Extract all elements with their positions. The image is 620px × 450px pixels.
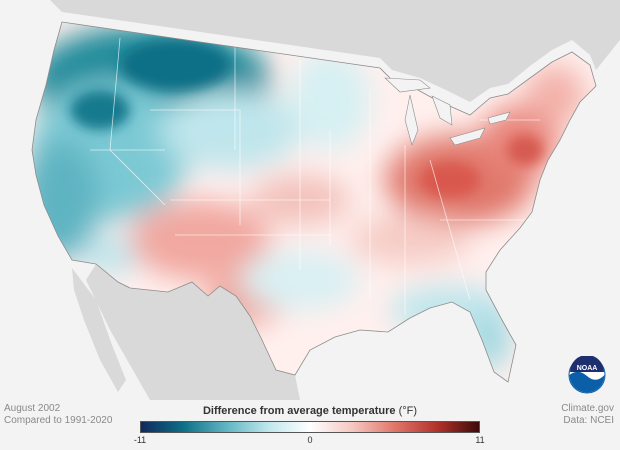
credits: Climate.gov Data: NCEI <box>561 403 614 427</box>
site-credit: Climate.gov <box>561 403 614 414</box>
legend-colorbar <box>140 421 480 433</box>
noaa-logo-text: NOAA <box>577 365 598 372</box>
temperature-anomaly-map <box>31 0 620 400</box>
caption: August 2002 Compared to 1991-2020 <box>4 403 112 427</box>
noaa-logo: NOAA <box>568 356 606 394</box>
great-lakes <box>384 77 511 146</box>
data-credit: Data: NCEI <box>563 415 614 426</box>
legend-title-text: Difference from average temperature <box>202 405 396 417</box>
legend-tick-mid: 0 <box>307 435 313 445</box>
us-outline <box>31 21 597 383</box>
neighbor-land <box>40 0 620 400</box>
state-borders <box>90 37 540 315</box>
period-label: August 2002 <box>4 403 61 414</box>
baseline-label: Compared to 1991-2020 <box>4 415 113 426</box>
legend-unit: (°F) <box>398 405 418 417</box>
legend-tick-max: 11 <box>475 435 485 445</box>
legend-title: Difference from average temperature (°F) <box>140 405 480 417</box>
legend-tick-min: -11 <box>133 435 147 445</box>
